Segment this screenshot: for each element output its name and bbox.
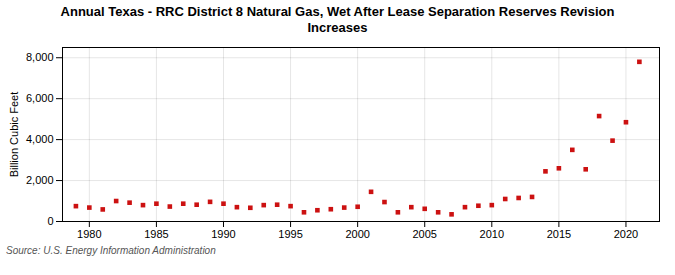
svg-text:8,000: 8,000 [26, 51, 54, 63]
svg-text:0: 0 [47, 215, 53, 227]
svg-text:Billion Cubic Feet: Billion Cubic Feet [8, 92, 20, 178]
svg-text:2005: 2005 [412, 228, 436, 240]
svg-text:1990: 1990 [211, 228, 235, 240]
svg-text:6,000: 6,000 [26, 92, 54, 104]
svg-text:2020: 2020 [614, 228, 638, 240]
svg-text:2,000: 2,000 [26, 174, 54, 186]
svg-text:2010: 2010 [480, 228, 504, 240]
svg-text:2015: 2015 [547, 228, 571, 240]
svg-text:2000: 2000 [345, 228, 369, 240]
svg-text:1985: 1985 [144, 228, 168, 240]
svg-text:1980: 1980 [77, 228, 101, 240]
svg-text:4,000: 4,000 [26, 133, 54, 145]
html-text:Source: U.S. Energy Informatio: Source: U.S. Energy Information Administ… [6, 245, 216, 257]
svg-text:1995: 1995 [278, 228, 302, 240]
html-text:Annual Texas - RRC District 8: Annual Texas - RRC District 8 Natural Ga… [60, 4, 615, 35]
